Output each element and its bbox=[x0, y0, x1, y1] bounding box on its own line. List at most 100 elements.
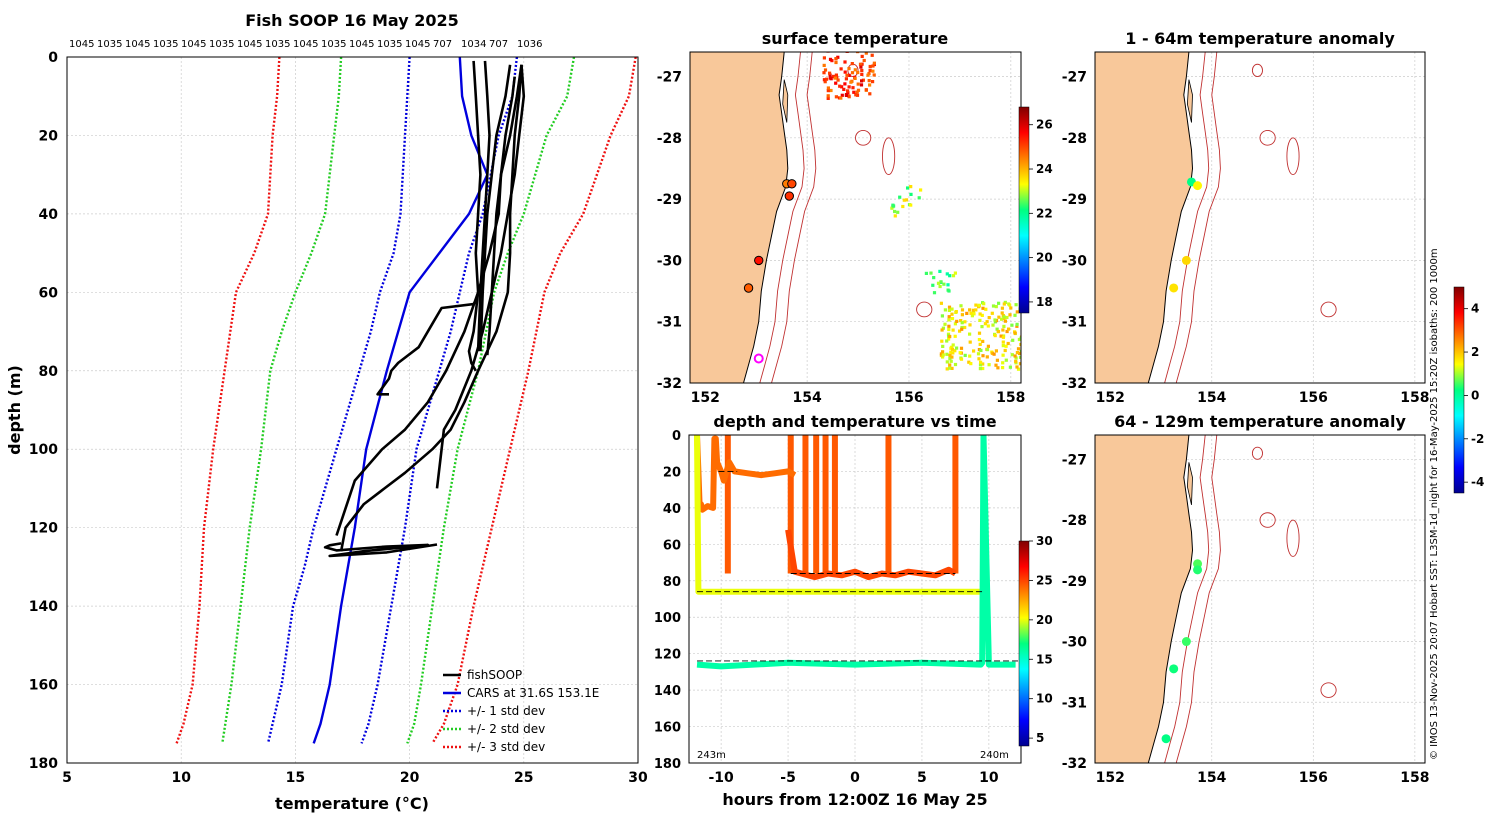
profile-ytick: 140 bbox=[29, 599, 58, 615]
sst-station-dot bbox=[754, 255, 764, 266]
sst-pixel bbox=[909, 192, 913, 196]
legend-label: CARS at 31.6S 153.1E bbox=[467, 686, 599, 700]
map-xtick: 158 bbox=[1400, 390, 1429, 406]
map-ytick: -30 bbox=[657, 253, 683, 269]
sst-pixel bbox=[867, 79, 871, 83]
sst-pixel bbox=[1001, 344, 1005, 348]
profile-ytick: 120 bbox=[29, 521, 58, 537]
cars-profile bbox=[175, 57, 281, 744]
seamount-isobath bbox=[1320, 301, 1337, 318]
depth-time-track bbox=[694, 435, 984, 595]
sst-pixel bbox=[941, 344, 945, 348]
sst-pixel bbox=[848, 48, 851, 51]
sst-pixel bbox=[969, 362, 973, 366]
sst-pixel bbox=[1007, 327, 1011, 331]
sst-pixel bbox=[829, 48, 832, 51]
sst-pixel bbox=[866, 73, 870, 77]
cast-number: 1034 bbox=[461, 39, 486, 50]
sst-pixel bbox=[978, 367, 982, 371]
sst-pixel bbox=[1004, 344, 1008, 348]
sst-pixel bbox=[849, 80, 853, 84]
colorbar-label: 2 bbox=[1471, 345, 1479, 359]
sst-pixel bbox=[990, 311, 994, 315]
sst-pixel bbox=[951, 328, 955, 332]
sst-pixel bbox=[872, 61, 876, 65]
sst-pixel bbox=[980, 313, 984, 317]
sst-pixel bbox=[871, 64, 875, 68]
seamount-isobath bbox=[1251, 63, 1263, 77]
sst-pixel bbox=[924, 271, 928, 275]
sst-pixel bbox=[980, 325, 984, 329]
profile-xlabel: temperature (°C) bbox=[275, 794, 429, 813]
sst-pixel bbox=[868, 68, 872, 72]
sst-pixel bbox=[986, 344, 990, 348]
legend-label: +/- 1 std dev bbox=[467, 704, 545, 718]
sst-pixel bbox=[852, 90, 856, 94]
sst-pixel bbox=[1010, 323, 1014, 327]
sst-pixel bbox=[959, 346, 964, 350]
profile-ytick: 80 bbox=[39, 364, 59, 380]
sst-pixel bbox=[1018, 351, 1021, 355]
sst-pixel bbox=[994, 349, 998, 353]
sst-pixel bbox=[1001, 353, 1005, 357]
sst-pixel bbox=[1001, 366, 1005, 370]
cars-profile bbox=[406, 57, 576, 744]
sst-pixel bbox=[868, 83, 872, 87]
sst-pixel bbox=[861, 78, 865, 82]
sst-colorbar bbox=[1018, 106, 1030, 314]
isobath-line bbox=[1175, 52, 1221, 383]
sst-pixel bbox=[826, 94, 830, 98]
sst-pixel bbox=[890, 206, 894, 210]
sst-pixel bbox=[968, 332, 972, 336]
sst-pixel bbox=[850, 62, 854, 66]
map-ytick: -28 bbox=[1062, 513, 1087, 529]
sst-pixel bbox=[972, 312, 976, 316]
sst-pixel bbox=[972, 349, 976, 353]
sst-pixel bbox=[963, 320, 967, 324]
fishsoop-profile bbox=[376, 299, 477, 396]
sst-pixel bbox=[970, 314, 974, 318]
map-xtick: 156 bbox=[1299, 770, 1328, 786]
cast-number: 1035 bbox=[377, 39, 402, 50]
cast-number: 1035 bbox=[97, 39, 122, 50]
sst-pixel bbox=[999, 334, 1003, 338]
sst-pixel bbox=[829, 77, 833, 81]
sst-pixel bbox=[946, 283, 950, 287]
sst-pixel bbox=[839, 67, 843, 71]
sst-pixel bbox=[953, 271, 957, 275]
sst-pixel bbox=[853, 68, 857, 72]
start-depth-label: 243m bbox=[697, 750, 726, 761]
island bbox=[782, 79, 789, 123]
sst-pixel bbox=[864, 88, 868, 92]
seamount-isobath bbox=[1320, 682, 1337, 698]
sst-pixel bbox=[996, 329, 1000, 334]
sst-pixel bbox=[822, 78, 826, 82]
sst-pixel bbox=[929, 271, 933, 275]
sst-pixel bbox=[978, 318, 982, 322]
sst-pixel bbox=[941, 353, 945, 357]
sst-pixel bbox=[953, 334, 957, 338]
anomaly-station-dot bbox=[1181, 637, 1191, 647]
depth-time-ytick: 80 bbox=[663, 575, 681, 590]
sst-pixel bbox=[856, 82, 860, 86]
cars-profile bbox=[431, 57, 637, 745]
sst-pixel bbox=[979, 348, 983, 352]
profile-ylabel: depth (m) bbox=[5, 365, 24, 455]
sst-pixel bbox=[947, 305, 952, 309]
colorbar-label: 30 bbox=[1036, 534, 1053, 548]
sst-pixel bbox=[844, 49, 847, 52]
sst-pixel bbox=[948, 335, 952, 339]
profile-xtick: 10 bbox=[171, 770, 191, 786]
depth-time-ytick: 140 bbox=[654, 684, 681, 699]
sst-pixel bbox=[945, 352, 949, 356]
sst-pixel bbox=[981, 362, 985, 366]
seamount-isobath bbox=[1286, 137, 1300, 176]
sst-pixel bbox=[958, 351, 962, 355]
map-ytick: -31 bbox=[1062, 695, 1087, 711]
sst-pixel bbox=[892, 204, 896, 208]
sst-pixel bbox=[1019, 336, 1021, 340]
depth-time-xtick: 0 bbox=[850, 770, 860, 786]
map-ytick: -30 bbox=[1062, 253, 1088, 269]
sst-pixel bbox=[919, 188, 923, 192]
sst-pixel bbox=[1007, 302, 1011, 306]
